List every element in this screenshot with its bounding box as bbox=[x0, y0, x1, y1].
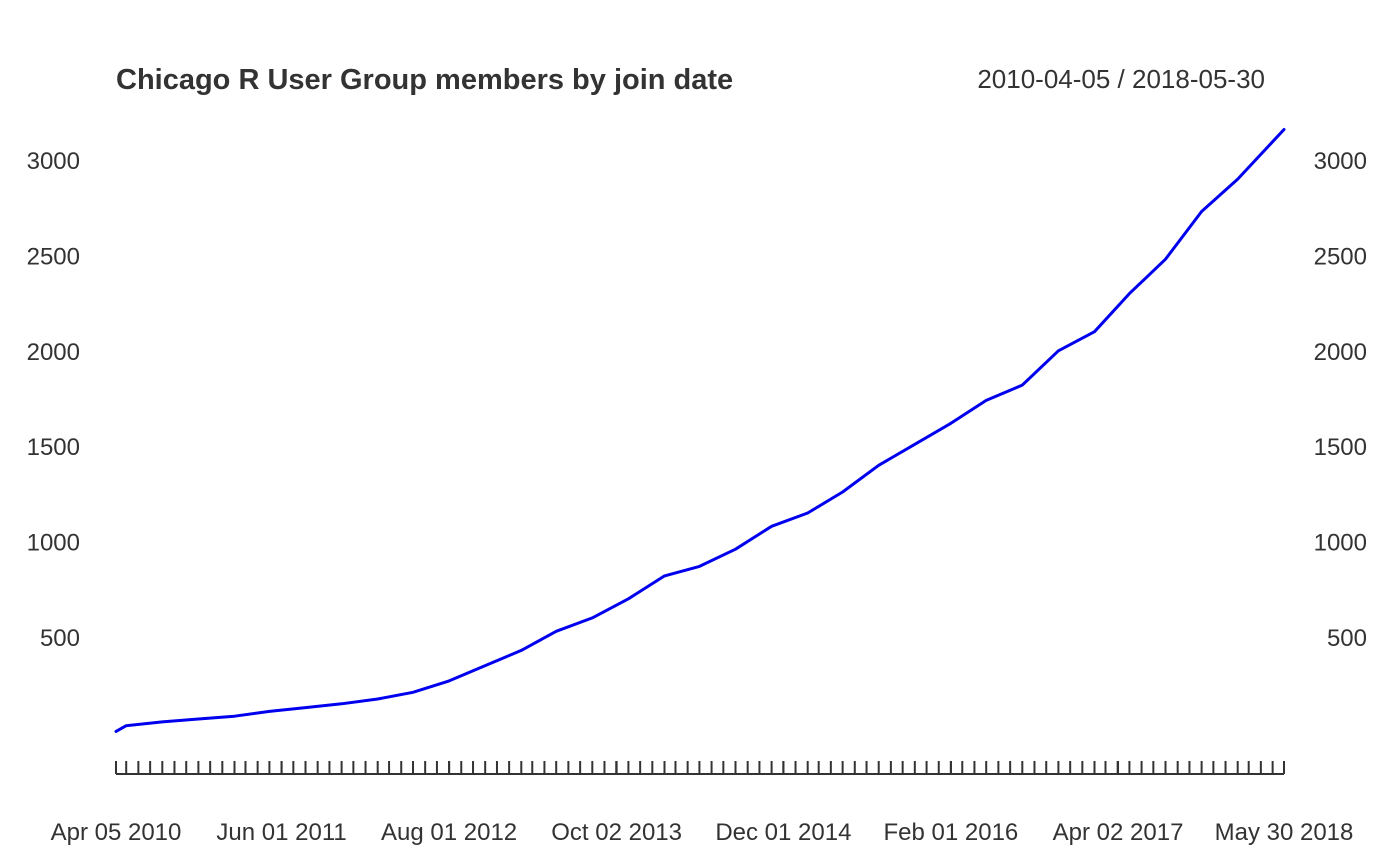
x-tick-label: Jun 01 2011 bbox=[216, 819, 346, 846]
series-line bbox=[114, 128, 1286, 733]
date-range-label: 2010-04-05 / 2018-05-30 bbox=[977, 64, 1265, 94]
y-axis-left-labels: 500 1000 1500 2000 2500 3000 bbox=[27, 148, 80, 652]
x-tick-label: May 30 2018 bbox=[1215, 819, 1354, 846]
x-tick-label: Oct 02 2013 bbox=[551, 819, 682, 846]
series-layer bbox=[114, 128, 1286, 733]
y-tick-label-right: 2000 bbox=[1314, 339, 1367, 366]
y-tick-label-right: 3000 bbox=[1314, 148, 1367, 175]
y-tick-label-left: 1000 bbox=[27, 530, 80, 557]
x-tick-label: Feb 01 2016 bbox=[884, 819, 1019, 846]
chart-title: Chicago R User Group members by join dat… bbox=[116, 64, 733, 96]
x-axis: Apr 05 2010 Jun 01 2011 Aug 01 2012 Oct 02 … bbox=[51, 761, 1354, 846]
x-tick-label: Dec 01 2014 bbox=[715, 819, 851, 846]
y-tick-label-left: 3000 bbox=[27, 148, 80, 175]
x-tick-label: Aug 01 2012 bbox=[381, 819, 517, 846]
y-tick-label-right: 500 bbox=[1327, 625, 1367, 652]
y-tick-label-left: 1500 bbox=[27, 434, 80, 461]
y-tick-label-left: 500 bbox=[40, 625, 80, 652]
y-tick-label-right: 1000 bbox=[1314, 530, 1367, 557]
x-tick-label: Apr 02 2017 bbox=[1053, 819, 1184, 846]
y-tick-label-right: 1500 bbox=[1314, 434, 1367, 461]
y-tick-label-right: 2500 bbox=[1314, 243, 1367, 270]
y-axis-right-labels: 500 1000 1500 2000 2500 3000 bbox=[1314, 148, 1367, 652]
y-tick-label-left: 2500 bbox=[27, 243, 80, 270]
x-tick-label: Apr 05 2010 bbox=[51, 819, 182, 846]
y-tick-label-left: 2000 bbox=[27, 339, 80, 366]
